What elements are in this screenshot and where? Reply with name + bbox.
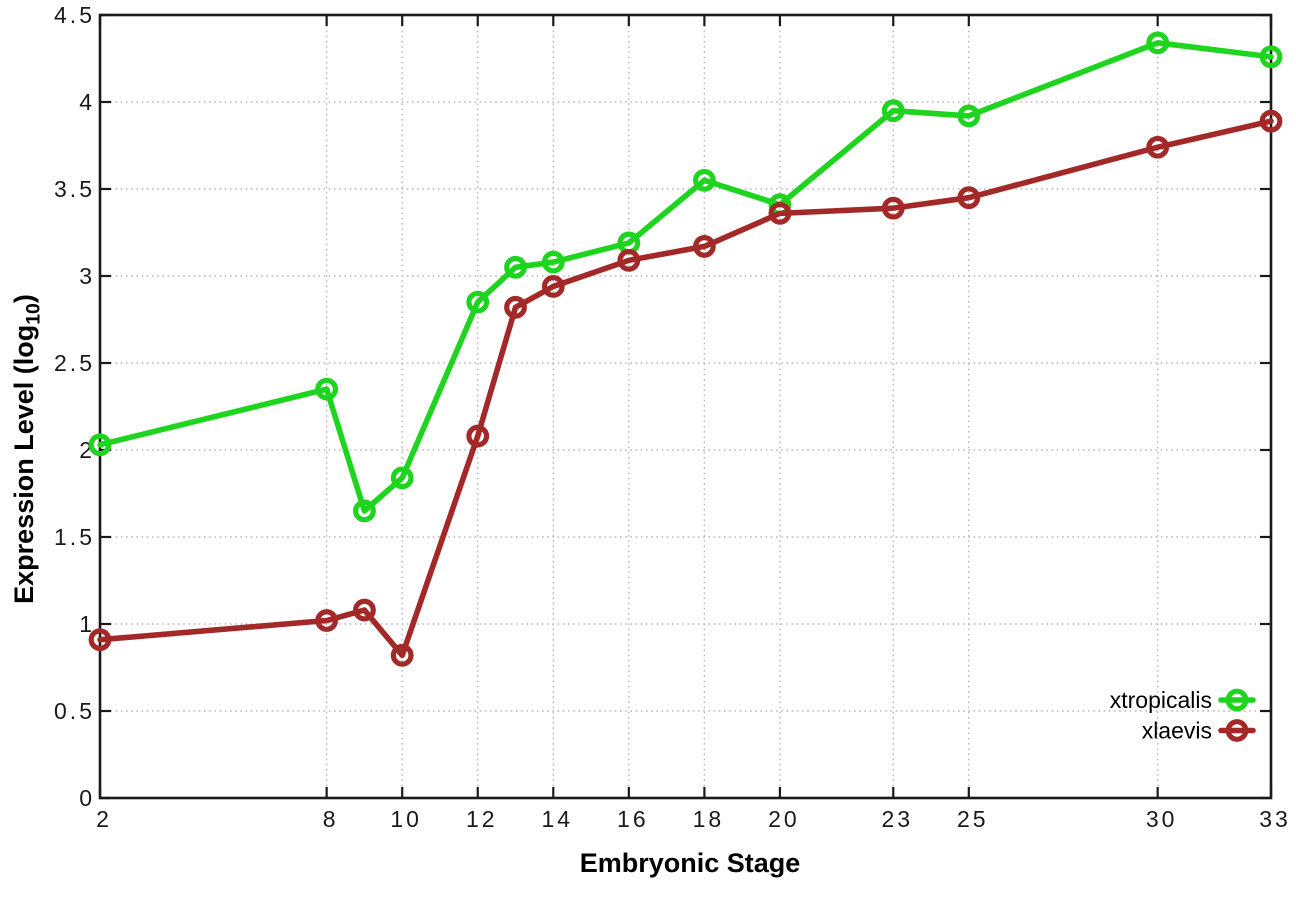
x-axis-title: Embryonic Stage (579, 848, 801, 878)
y-axis-title-close-paren: ) (9, 294, 39, 304)
x-tick-label: 8 (323, 806, 339, 832)
x-tick-label: 14 (541, 806, 573, 832)
data-point-xtropicalis (1259, 45, 1283, 69)
x-tick-label: 20 (768, 806, 800, 832)
data-point-xlaevis (1259, 109, 1283, 133)
legend-label-xtropicalis: xtropicalis (1110, 687, 1212, 713)
legend-marker-xlaevis (1225, 719, 1249, 742)
y-axis-title: Expression Level (log10) (9, 149, 45, 749)
data-point-xlaevis (88, 628, 112, 652)
data-point-xlaevis (390, 643, 414, 667)
y-axis-title-subscript: 10 (22, 303, 45, 325)
y-tick-label: 4 (79, 89, 95, 115)
y-tick-label: 2.5 (54, 350, 95, 376)
data-point-xtropicalis (957, 104, 981, 128)
x-tick-label: 25 (957, 806, 989, 832)
data-point-xtropicalis (466, 290, 490, 314)
y-tick-label: 4.5 (54, 2, 95, 28)
data-point-xtropicalis (881, 99, 905, 123)
y-tick-label: 3.5 (54, 176, 95, 202)
legend-label-xlaevis: xlaevis (1142, 718, 1212, 744)
data-point-xlaevis (692, 235, 716, 258)
series-line-xlaevis (97, 118, 1274, 659)
data-point-xtropicalis (504, 255, 527, 279)
data-point-xtropicalis (88, 433, 112, 457)
data-point-xlaevis (957, 186, 981, 210)
data-point-xlaevis (1146, 135, 1170, 159)
x-tick-label: 23 (881, 806, 913, 832)
data-point-xlaevis (881, 196, 905, 220)
y-tick-label: 1.5 (54, 524, 95, 550)
data-point-xtropicalis (692, 168, 716, 192)
x-tick-label: 2 (96, 806, 112, 832)
plot-border (98, 13, 1273, 800)
data-point-xtropicalis (390, 466, 414, 490)
x-tick-label: 30 (1146, 806, 1178, 832)
series-line-xtropicalis (97, 40, 1274, 514)
x-tick-label: 10 (390, 806, 422, 832)
y-axis-title-text: Expression Level (log (9, 324, 39, 604)
y-tick-label: 0 (79, 785, 95, 811)
data-point-xtropicalis (1146, 31, 1170, 55)
x-tick-label: 16 (617, 806, 649, 832)
legend-marker-xtropicalis (1225, 688, 1249, 712)
x-tick-label: 33 (1259, 806, 1291, 832)
data-point-xlaevis (541, 275, 565, 298)
data-point-xtropicalis (353, 499, 376, 523)
y-tick-label: 1 (79, 611, 95, 637)
data-point-xlaevis (768, 201, 792, 225)
data-point-xtropicalis (541, 250, 565, 274)
data-point-xlaevis (504, 295, 527, 319)
x-tick-label: 18 (693, 806, 725, 832)
data-point-xlaevis (466, 424, 490, 448)
x-tick-label: 12 (466, 806, 498, 832)
data-point-xlaevis (617, 248, 641, 272)
data-point-xlaevis (315, 609, 339, 632)
data-point-xlaevis (353, 598, 376, 622)
y-tick-label: 3 (79, 263, 95, 289)
y-tick-label: 0.5 (54, 698, 95, 724)
data-point-xtropicalis (315, 377, 339, 401)
